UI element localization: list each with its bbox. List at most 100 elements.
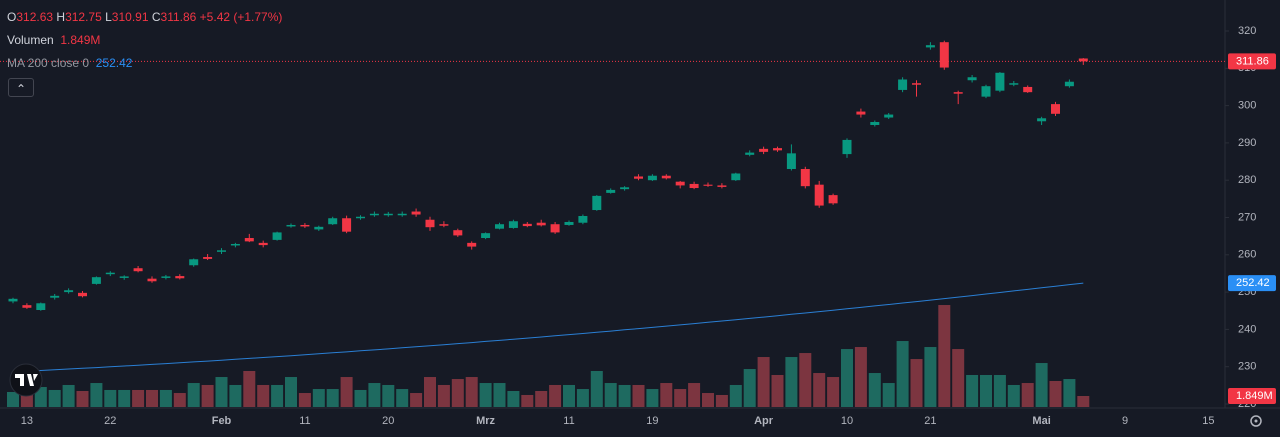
y-tick-label: 320 — [1238, 25, 1256, 37]
y-tick-label: 230 — [1238, 361, 1256, 373]
x-tick-label: 13 — [21, 415, 33, 427]
candle-body — [814, 184, 824, 206]
volume-bar — [201, 384, 214, 407]
price-tag — [1228, 275, 1276, 292]
volume-bar — [785, 357, 798, 407]
candle-body — [953, 92, 963, 94]
candle-body — [203, 257, 213, 259]
volume-bar — [1021, 383, 1034, 407]
x-tick-label: Mrz — [476, 415, 495, 427]
volume-bar — [910, 359, 923, 407]
volume-bar — [118, 389, 131, 407]
candle-body — [272, 232, 282, 240]
volume-bar — [146, 389, 158, 407]
label: MA 200 close 0 — [7, 56, 90, 70]
label: Volumen — [7, 33, 54, 47]
x-tick-label: 11 — [563, 415, 574, 427]
x-tick-label: 15 — [1202, 415, 1214, 427]
candle-body — [912, 83, 921, 85]
candle-body — [22, 305, 32, 308]
candle-body — [675, 181, 685, 186]
volume-bar — [896, 341, 909, 407]
volume-bar — [757, 357, 770, 407]
volume-bar — [604, 383, 617, 407]
candle-body — [411, 211, 421, 215]
candle-body — [50, 295, 60, 298]
candle-body — [508, 221, 518, 228]
y-tick-label: 280 — [1238, 174, 1256, 186]
volume-bar — [479, 383, 492, 407]
volume-bar — [382, 384, 395, 407]
candle-body — [91, 277, 101, 284]
candle-body — [536, 222, 546, 226]
candle-body — [147, 278, 157, 282]
volume-bar — [243, 371, 256, 407]
volume-bar — [952, 349, 965, 407]
value: 312.63 — [16, 10, 54, 24]
volume-bar — [62, 384, 75, 407]
x-tick-label: 22 — [104, 415, 116, 427]
settings-icon-dot — [1254, 419, 1258, 423]
collapse-button[interactable]: ⌃ — [8, 78, 34, 97]
volume-bar — [48, 389, 61, 407]
volume-bar — [7, 392, 19, 407]
x-tick-label: 10 — [841, 415, 853, 427]
volume-bar — [535, 390, 548, 407]
volume-bar — [868, 373, 881, 407]
change: +5.42 (+1.77%) — [199, 10, 283, 24]
volume-bar — [938, 305, 951, 407]
volume-bar — [743, 369, 756, 407]
volume-bar — [312, 389, 325, 407]
x-tick-label: 20 — [382, 415, 394, 427]
y-tick-label: 240 — [1238, 323, 1256, 335]
candle-body — [981, 86, 991, 97]
candle-body — [230, 243, 240, 246]
candle-body — [133, 268, 143, 272]
candle-body — [689, 183, 699, 189]
volume-bar — [1049, 380, 1062, 407]
candle-body — [995, 72, 1005, 91]
volume-bar — [854, 347, 867, 407]
price-tag-label: 311.86 — [1236, 55, 1269, 67]
candle-body — [425, 219, 435, 228]
volume-bar — [813, 373, 826, 407]
price-tag-label: 252.42 — [1236, 277, 1270, 289]
volume-bar — [465, 377, 478, 407]
candle-body — [481, 233, 491, 239]
label: C — [151, 10, 161, 24]
candle-body — [1023, 86, 1033, 93]
candle-body — [383, 213, 393, 216]
candle-body — [745, 152, 755, 155]
candle-body — [1051, 104, 1060, 114]
volume-bar — [271, 384, 284, 407]
volume-bar — [368, 383, 381, 407]
candle-body — [217, 250, 226, 252]
ma-legend: MA 200 close 0 252.42 — [7, 56, 132, 70]
candle-body — [189, 259, 199, 266]
candle-body — [105, 272, 115, 275]
volume-bar — [424, 377, 436, 407]
volume-bar — [632, 384, 645, 407]
volume-bar — [187, 383, 200, 407]
candle-body — [1078, 58, 1088, 62]
x-tick-label: 11 — [299, 415, 310, 427]
volume-bar — [646, 389, 659, 407]
volume-bar — [1035, 363, 1048, 407]
candle-body — [925, 45, 935, 48]
volume-bar — [966, 374, 979, 407]
volume-bar — [674, 389, 687, 407]
volume-bar — [215, 377, 228, 407]
candle-body — [898, 79, 908, 90]
value: 310.91 — [111, 10, 149, 24]
candle-body — [647, 175, 657, 181]
candle-body — [578, 216, 588, 223]
candle-body — [369, 213, 379, 216]
candle-body — [161, 276, 171, 278]
volume-bar — [980, 374, 992, 407]
label: H — [56, 10, 66, 24]
candle-body — [78, 292, 87, 297]
candle-body — [244, 238, 254, 242]
volume-bar — [924, 347, 937, 407]
volume-bar — [1007, 384, 1020, 407]
volume-bar — [354, 389, 367, 407]
